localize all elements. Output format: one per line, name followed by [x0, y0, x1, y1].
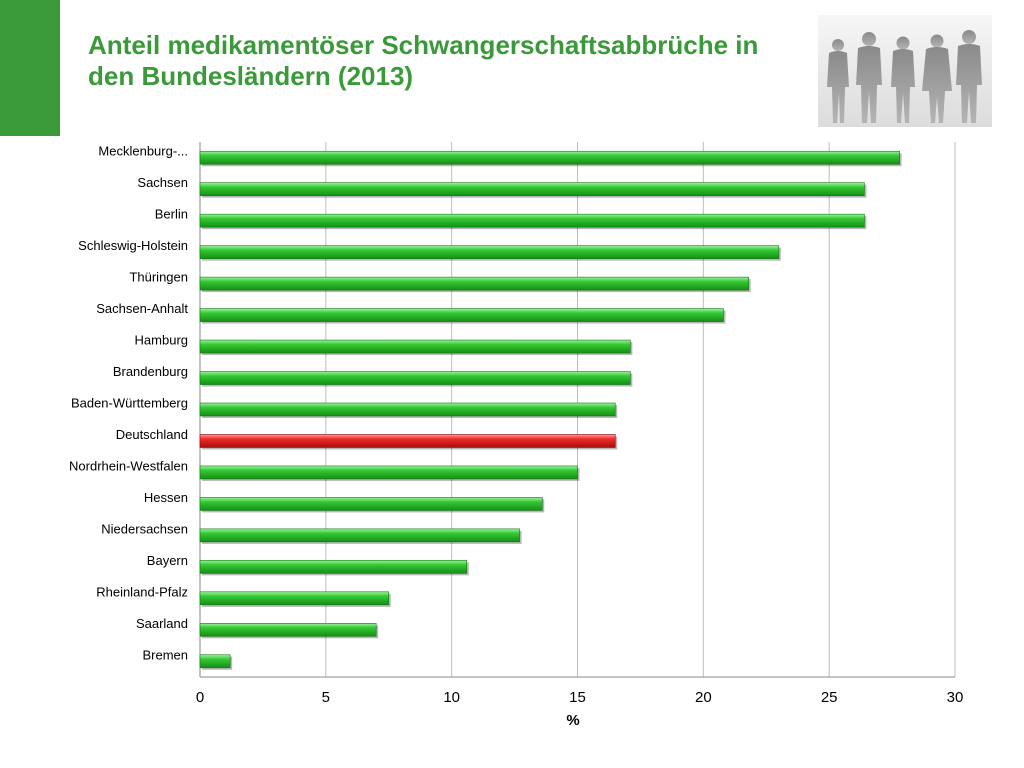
bar	[199, 622, 377, 637]
category-label: Hessen	[144, 490, 188, 505]
x-tick-label: 25	[821, 689, 838, 706]
bar	[199, 402, 616, 417]
category-label: Sachsen	[137, 175, 188, 190]
bar	[199, 465, 578, 480]
bar	[199, 528, 520, 543]
category-label: Brandenburg	[113, 364, 188, 379]
category-label: Bremen	[142, 647, 188, 662]
x-tick-label: 20	[695, 689, 712, 706]
bar-highlight	[199, 434, 616, 448]
bar	[199, 182, 865, 197]
x-tick-label: 0	[196, 689, 204, 706]
category-label: Berlin	[155, 207, 188, 222]
category-label: Saarland	[136, 616, 188, 631]
x-tick-label: 30	[947, 689, 964, 706]
x-tick-label: 15	[569, 689, 586, 706]
bar	[199, 213, 865, 228]
bar	[199, 245, 780, 259]
category-label: Thüringen	[129, 270, 188, 285]
category-label: Mecklenburg-...	[98, 144, 188, 159]
x-tick-labels: 0 5 10 15 20 25 30	[196, 689, 964, 706]
bar	[199, 591, 390, 606]
accent-block	[0, 0, 60, 136]
category-label: Rheinland-Pfalz	[96, 584, 188, 599]
category-label: Niedersachsen	[101, 521, 188, 536]
bar	[199, 339, 631, 354]
bar	[199, 276, 749, 291]
bar	[199, 371, 631, 385]
x-axis-title: %	[566, 712, 579, 729]
bar	[199, 150, 900, 165]
bars	[199, 150, 902, 670]
category-label: Sachsen-Anhalt	[96, 301, 188, 316]
people-silhouette-image	[818, 15, 992, 127]
category-label: Deutschland	[116, 427, 188, 442]
bar	[199, 497, 543, 511]
x-tick-label: 10	[443, 689, 460, 706]
category-labels: Mecklenburg-... Sachsen Berlin Schleswig-Ho…	[69, 144, 188, 663]
slide-title: Anteil medikamentöser Schwangerschaftsab…	[88, 30, 759, 91]
bar	[199, 308, 724, 322]
x-tick-label: 5	[322, 689, 330, 706]
category-label: Nordrhein-Westfalen	[69, 458, 188, 473]
category-label: Bayern	[147, 553, 188, 568]
bar	[199, 560, 468, 574]
bar	[199, 654, 231, 669]
category-label: Hamburg	[135, 333, 188, 348]
category-label: Baden-Württemberg	[71, 396, 188, 411]
category-label: Schleswig-Holstein	[78, 238, 188, 253]
